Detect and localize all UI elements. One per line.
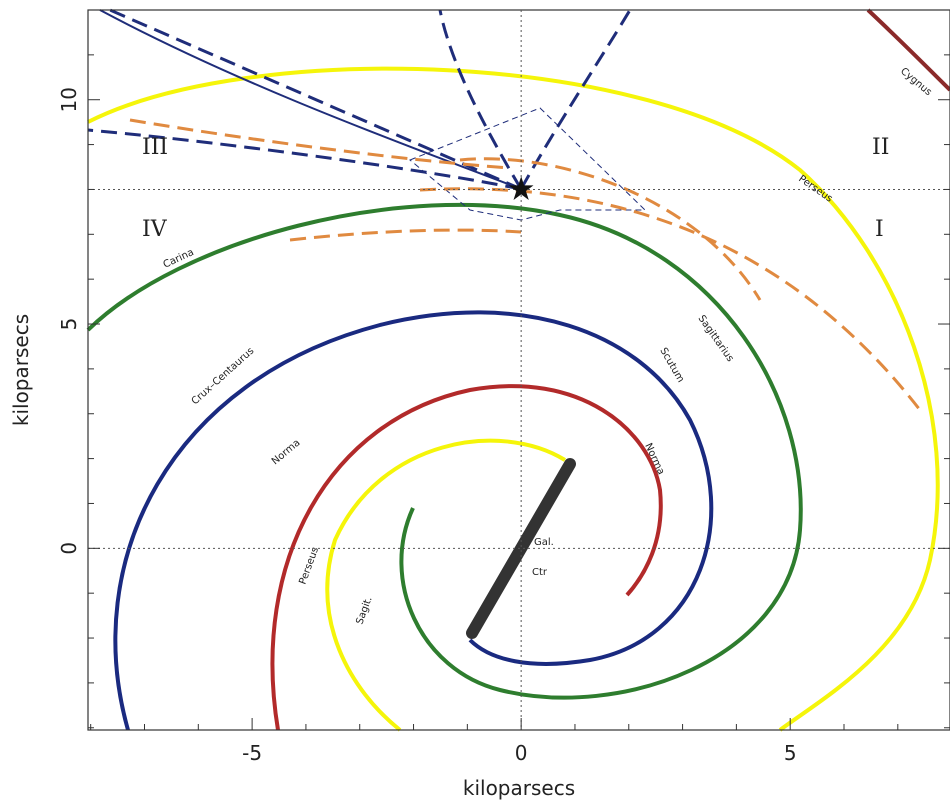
center-label: Gal. (534, 537, 554, 548)
x-tick-label: 5 (784, 741, 797, 765)
arm-label: Crux–Centaurus (190, 346, 257, 408)
x-tick-label: 0 (515, 741, 528, 765)
annotations: Cygnus Perseus Carina Crux–Centaurus Nor… (142, 66, 934, 626)
scutum-arm (115, 312, 711, 730)
sightlines (88, 10, 920, 410)
arm-label: Sagit. (354, 595, 374, 626)
center-label: Ctr (532, 567, 548, 578)
spiral-arms (88, 10, 950, 730)
arm-label: Norma (270, 437, 303, 467)
quadrant-label: I (875, 217, 884, 242)
x-tick-label: -5 (242, 741, 262, 765)
chart: Cygnus Perseus Carina Crux–Centaurus Nor… (0, 0, 950, 807)
x-axis-label: kiloparsecs (463, 776, 575, 800)
y-tick-label: 5 (57, 318, 81, 331)
plot-frame (88, 10, 950, 730)
quadrant-label: IV (142, 217, 168, 242)
arm-label: Perseus (297, 546, 321, 586)
y-tick-label: 10 (57, 87, 81, 112)
y-tick-label: 0 (57, 542, 81, 555)
y-axis-label: kiloparsecs (9, 314, 33, 426)
perseus-arm-inner (327, 441, 565, 730)
sagittarius-arm (88, 205, 801, 698)
galactic-bar (472, 464, 570, 633)
quadrant-label: II (872, 135, 889, 160)
arm-label: Norma (642, 442, 666, 477)
perseus-arm (88, 69, 938, 730)
quadrant-label: III (142, 135, 168, 160)
